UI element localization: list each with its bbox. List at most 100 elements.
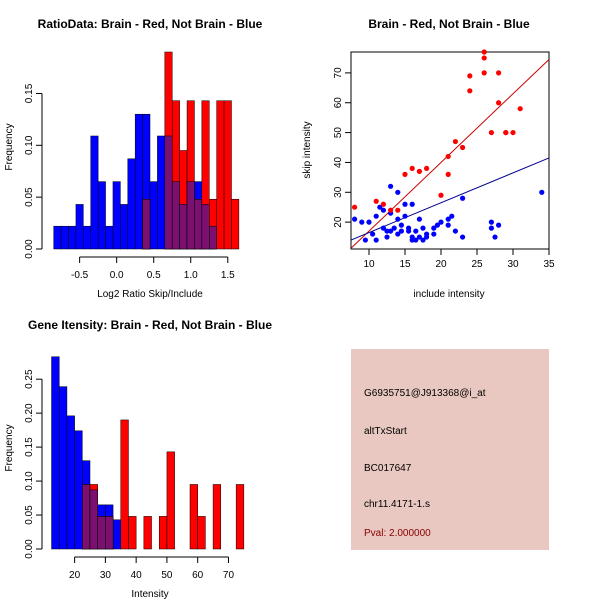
scatter-red-point-12 bbox=[452, 138, 458, 145]
ratio-overlap-bar-3 bbox=[179, 204, 188, 250]
intensity-blue-bar-1 bbox=[58, 386, 68, 550]
ratio-red-bar-10 bbox=[231, 198, 240, 250]
scatter-red-point-16 bbox=[481, 70, 487, 76]
ratio-x-tick-label-4: 1.5 bbox=[221, 270, 235, 281]
pval-text: Pval: 2.000000 bbox=[364, 528, 431, 539]
scatter-x-tick-label-1: 15 bbox=[399, 259, 411, 270]
scatter-blue-point-3 bbox=[366, 219, 372, 225]
ratio-overlap-bar-7 bbox=[209, 225, 217, 250]
ratio-blue-bar-6 bbox=[97, 181, 106, 250]
scatter-blue-point-11 bbox=[384, 234, 390, 240]
scatter-blue-point-2 bbox=[362, 237, 368, 243]
ratio-y-tick-label-0: 0.00 bbox=[24, 239, 35, 259]
scatter-blue-point-41 bbox=[445, 216, 451, 222]
intensity-overlap-bar-2 bbox=[97, 516, 106, 550]
ratio-bars bbox=[53, 51, 240, 250]
scatter-blue-point-37 bbox=[431, 225, 437, 231]
scatter-blue-point-50 bbox=[539, 189, 545, 195]
ratio-y-axis-label: Frequency bbox=[4, 123, 15, 170]
intensity-y-tick-label-5: 0.25 bbox=[24, 369, 35, 389]
scatter-blue-point-22 bbox=[402, 201, 408, 207]
scatter-red-point-14 bbox=[467, 88, 473, 94]
ratio-blue-bar-13 bbox=[149, 181, 158, 250]
intensity-red-bar-11 bbox=[212, 484, 222, 550]
scatter-blue-point-12 bbox=[388, 228, 394, 234]
intensity-blue-bar-0 bbox=[51, 356, 60, 550]
scatter-red-point-7 bbox=[416, 168, 422, 174]
scatter-blue-point-31 bbox=[416, 216, 422, 222]
scatter-blue-point-5 bbox=[373, 213, 379, 219]
scatter-x-tick-label-0: 10 bbox=[363, 259, 375, 270]
intensity-blue-bar-2 bbox=[66, 415, 75, 550]
intensity-histogram-panel: Gene Itensity: Brain - Red, Not Brain - … bbox=[4, 318, 272, 600]
scatter-blue-point-4 bbox=[370, 231, 376, 237]
intensity-axes: 0.00 0.05 0.10 0.15 0.20 0.25 20 30 40 50 60 70 bbox=[24, 369, 234, 581]
ratio-y-tick-label-3: 0.15 bbox=[24, 83, 35, 103]
scatter-x-tick-label-4: 30 bbox=[507, 259, 519, 270]
ratio-red-bar-8 bbox=[216, 100, 225, 250]
scatter-x-axis-label: include intensity bbox=[413, 289, 484, 300]
intensity-red-bar-9 bbox=[189, 484, 198, 550]
scatter-blue-point-21 bbox=[402, 213, 408, 219]
ratio-overlap-bar-5 bbox=[194, 198, 203, 250]
ratio-blue-bar-10 bbox=[127, 158, 136, 250]
scatter-axes: 20 30 40 50 60 70 10 15 20 25 30 35 bbox=[333, 67, 555, 270]
scatter-blue-point-10 bbox=[384, 228, 390, 234]
scatter-red-point-9 bbox=[438, 192, 444, 198]
scatter-blue-point-35 bbox=[424, 231, 430, 237]
intensity-overlap-bar-3 bbox=[105, 516, 114, 550]
scatter-y-tick-label-5: 70 bbox=[333, 67, 344, 79]
scatter-y-tick-label-3: 50 bbox=[333, 127, 344, 139]
intensity-y-tick-label-4: 0.20 bbox=[24, 403, 35, 423]
scatter-blue-point-43 bbox=[452, 228, 458, 234]
ratio-overlap-bar-6 bbox=[201, 204, 210, 250]
intensity-x-tick-label-4: 60 bbox=[192, 570, 204, 581]
ratio-x-tick-label-0: -0.5 bbox=[71, 270, 89, 281]
scatter-points bbox=[352, 49, 545, 243]
scatter-blue-point-16 bbox=[395, 231, 401, 237]
scatter-blue-point-20 bbox=[398, 222, 404, 228]
ratio-y-tick-label-1: 0.05 bbox=[24, 187, 35, 207]
scatter-blue-point-45 bbox=[460, 195, 466, 201]
scatter-blue-point-9 bbox=[380, 207, 386, 213]
scatter-blue-point-38 bbox=[434, 222, 440, 228]
scatter-x-tick-label-2: 20 bbox=[435, 259, 447, 270]
scatter-chart-title: Brain - Red, Not Brain - Blue bbox=[368, 17, 530, 31]
intensity-blue-bar-3 bbox=[74, 430, 83, 550]
intensity-red-bar-7 bbox=[158, 516, 168, 550]
scatter-blue-point-42 bbox=[449, 213, 455, 219]
ratio-overlap-bar-4 bbox=[186, 181, 195, 250]
scatter-blue-point-8 bbox=[380, 225, 386, 231]
scatter-red-point-0 bbox=[352, 204, 358, 210]
ratio-overlap-bar-1 bbox=[164, 135, 173, 250]
scatter-blue-point-1 bbox=[359, 219, 365, 225]
scatter-red-point-20 bbox=[496, 100, 502, 106]
ratio-blue-bar-4 bbox=[83, 225, 91, 250]
scatter-blue-point-18 bbox=[395, 189, 401, 195]
scatter-blue-point-33 bbox=[420, 225, 426, 231]
scatter-blue-point-0 bbox=[352, 216, 358, 222]
scatter-red-point-19 bbox=[488, 129, 494, 136]
ratio-y-tick-label-2: 0.10 bbox=[24, 135, 35, 155]
event-type-text: altTxStart bbox=[364, 426, 407, 437]
intensity-red-bar-6 bbox=[143, 516, 152, 550]
scatter-red-point-8 bbox=[424, 165, 430, 172]
intensity-red-bar-4 bbox=[120, 419, 129, 550]
scatter-red-fit-line bbox=[350, 59, 550, 249]
scatter-red-point-10 bbox=[445, 171, 451, 177]
ratio-blue-bar-7 bbox=[105, 225, 114, 250]
intensity-overlap-bar-1 bbox=[89, 489, 98, 550]
ratio-x-tick-label-2: 0.5 bbox=[147, 270, 161, 281]
intensity-y-tick-label-3: 0.15 bbox=[24, 437, 35, 457]
scatter-red-point-25 bbox=[517, 106, 523, 112]
scatter-blue-point-15 bbox=[391, 225, 397, 231]
ratio-histogram-panel: RatioData: Brain - Red, Not Brain - Blue… bbox=[4, 17, 263, 300]
scatter-blue-point-24 bbox=[406, 225, 412, 231]
scatter-red-point-15 bbox=[467, 73, 473, 79]
intensity-y-tick-label-0: 0.00 bbox=[24, 539, 35, 559]
scatter-blue-point-39 bbox=[438, 219, 444, 225]
scatter-blue-point-49 bbox=[496, 222, 502, 228]
scatter-red-point-24 bbox=[510, 129, 516, 136]
ratio-x-tick-label-1: 0.0 bbox=[110, 270, 124, 281]
ratio-blue-bar-8 bbox=[112, 181, 121, 250]
